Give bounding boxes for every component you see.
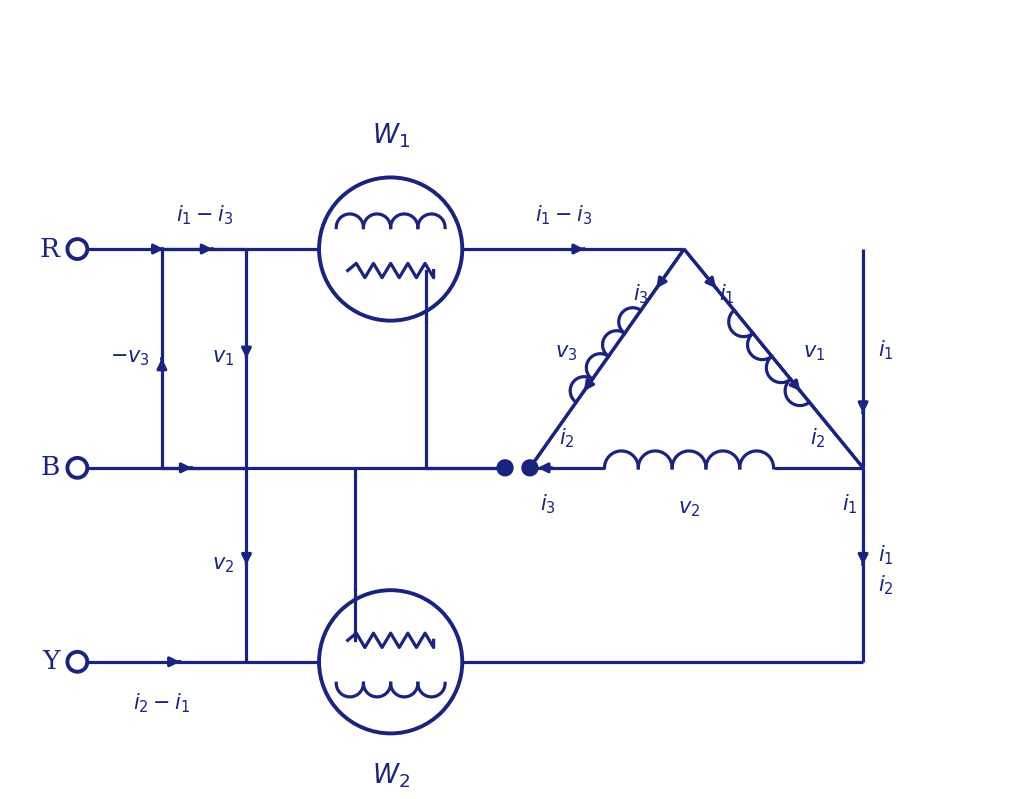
Text: $i_1$: $i_1$ bbox=[878, 339, 894, 362]
Circle shape bbox=[497, 460, 513, 476]
Text: $v_2$: $v_2$ bbox=[212, 555, 234, 574]
Text: $W_1$: $W_1$ bbox=[372, 121, 410, 149]
Text: $i_2$: $i_2$ bbox=[559, 427, 575, 450]
Text: $i_2$: $i_2$ bbox=[878, 573, 894, 597]
Text: $v_2$: $v_2$ bbox=[678, 499, 700, 519]
Text: $i_2 - i_1$: $i_2 - i_1$ bbox=[133, 692, 190, 715]
Text: $i_1 - i_3$: $i_1 - i_3$ bbox=[535, 204, 592, 227]
Text: $v_1$: $v_1$ bbox=[212, 348, 234, 368]
Text: $i_1$: $i_1$ bbox=[843, 493, 858, 516]
Text: $-v_3$: $-v_3$ bbox=[111, 348, 150, 368]
Text: $i_1$: $i_1$ bbox=[878, 543, 894, 566]
Text: $i_3$: $i_3$ bbox=[634, 282, 649, 305]
Circle shape bbox=[522, 460, 538, 476]
Text: B: B bbox=[40, 455, 59, 480]
Text: $i_3$: $i_3$ bbox=[540, 493, 556, 516]
Text: $W_2$: $W_2$ bbox=[372, 761, 410, 789]
Text: $i_2$: $i_2$ bbox=[810, 427, 826, 450]
Text: $i_1 - i_3$: $i_1 - i_3$ bbox=[175, 204, 232, 227]
Text: $v_1$: $v_1$ bbox=[804, 344, 825, 364]
Text: Y: Y bbox=[42, 650, 59, 674]
Text: $i_1$: $i_1$ bbox=[719, 282, 734, 305]
Text: R: R bbox=[40, 237, 59, 261]
Text: $v_3$: $v_3$ bbox=[555, 344, 578, 364]
